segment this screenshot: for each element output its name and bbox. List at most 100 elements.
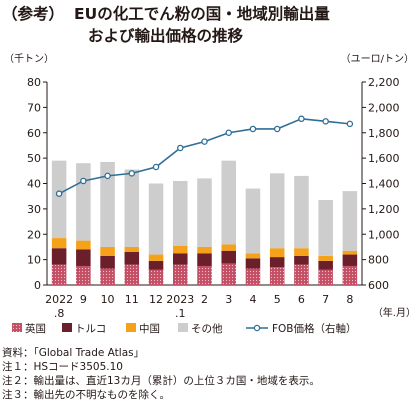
fob-price-point xyxy=(322,118,329,125)
fob-price-point xyxy=(249,125,257,133)
bar-segment-トルコ xyxy=(124,252,140,265)
bar-segment-その他 xyxy=(76,163,91,241)
bar-segment-その他 xyxy=(221,160,236,245)
bar-segment-トルコ xyxy=(148,260,164,270)
fob-price-point xyxy=(177,144,184,152)
bar-segment-中国 xyxy=(342,250,358,255)
x-tick-label: 4 xyxy=(249,293,256,306)
bar-segment-中国 xyxy=(76,240,91,250)
legend-swatch-その他 xyxy=(178,323,188,332)
x-tick-label: 2022 xyxy=(45,293,73,306)
fob-price-point xyxy=(346,120,354,128)
bar-segment-トルコ xyxy=(173,253,188,265)
bar-segment-トルコ xyxy=(245,258,261,269)
bar-segment-英国 xyxy=(76,265,91,285)
left-axis-unit: （千トン） xyxy=(4,53,54,65)
bar-segment-その他 xyxy=(294,175,309,249)
x-tick-label: 8 xyxy=(346,293,353,306)
bar-segment-中国 xyxy=(245,253,261,259)
bar-segment-英国 xyxy=(342,265,358,285)
bar-segment-その他 xyxy=(173,180,188,246)
bar-segment-その他 xyxy=(318,199,333,256)
bar-segment-トルコ xyxy=(100,255,115,269)
bar-segment-トルコ xyxy=(197,253,212,266)
fob-price-point xyxy=(152,163,160,171)
right-tick-label: 800 xyxy=(368,254,389,267)
right-tick-label: 2,000 xyxy=(368,101,400,114)
x-tick-label: 2 xyxy=(201,293,208,306)
bar-segment-英国 xyxy=(197,265,212,285)
legend-label: 英国 xyxy=(25,322,46,335)
fob-price-point xyxy=(201,138,208,145)
fob-price-point xyxy=(104,172,111,180)
bar-segment-その他 xyxy=(100,161,115,247)
title-line-1: EUの化工でん粉の国・地域別輸出量 xyxy=(74,5,330,23)
bar-segment-英国 xyxy=(221,263,236,285)
x-axis-unit: （年.月） xyxy=(373,306,416,319)
bar-segment-英国 xyxy=(124,264,140,285)
x-tick-label: 9 xyxy=(80,293,87,306)
x-tick-label: 11 xyxy=(125,293,139,306)
legend-label: 中国 xyxy=(139,322,160,335)
fob-price-point xyxy=(298,115,305,123)
bar-segment-中国 xyxy=(148,254,164,261)
bar-segment-英国 xyxy=(100,268,115,285)
legend-label: その他 xyxy=(191,322,223,335)
bar-segment-トルコ xyxy=(342,254,358,266)
x-tick-sublabel: .1 xyxy=(175,307,186,320)
bar-segment-中国 xyxy=(318,255,333,261)
bar-segment-その他 xyxy=(342,191,358,251)
bar-segment-その他 xyxy=(51,160,67,239)
fob-price-point xyxy=(80,177,87,185)
bar-segment-英国 xyxy=(318,269,333,285)
bar-segment-英国 xyxy=(148,269,164,285)
bar-segment-中国 xyxy=(173,245,188,254)
right-tick-label: 1,000 xyxy=(368,228,400,241)
title-line-2: および輸出価格の推移 xyxy=(88,27,244,45)
fob-price-point xyxy=(273,125,281,133)
bar-segment-中国 xyxy=(100,246,115,256)
left-tick-label: 50 xyxy=(27,152,41,165)
x-tick-label: 12 xyxy=(149,293,163,306)
title-prefix: （参考） xyxy=(2,5,65,23)
right-tick-label: 1,200 xyxy=(368,203,400,216)
legend-label: FOB価格（右軸） xyxy=(272,322,357,335)
x-tick-label: 5 xyxy=(274,293,281,306)
x-tick-label: 6 xyxy=(298,293,305,306)
x-tick-sublabel: .8 xyxy=(54,307,65,320)
right-tick-label: 1,800 xyxy=(368,127,400,140)
bar-segment-その他 xyxy=(197,178,212,247)
legend-swatch-トルコ xyxy=(62,323,72,332)
bar-segment-その他 xyxy=(269,173,285,249)
left-tick-label: 60 xyxy=(27,127,41,140)
legend-swatch-中国 xyxy=(126,323,136,332)
x-tick-label: 7 xyxy=(322,293,329,306)
bar-segment-中国 xyxy=(197,246,212,254)
left-tick-label: 40 xyxy=(27,178,41,191)
fob-price-point xyxy=(55,190,63,197)
bar-segment-中国 xyxy=(221,244,236,251)
x-tick-label: 10 xyxy=(101,293,115,306)
x-tick-label: 3 xyxy=(225,293,232,306)
left-tick-label: 70 xyxy=(27,101,41,114)
source-note: 資料：「Global Trade Atlas」 xyxy=(2,347,145,359)
bar-segment-トルコ xyxy=(294,255,309,265)
fob-price-point xyxy=(225,129,232,136)
x-tick-label: 2023 xyxy=(166,293,194,306)
left-tick-label: 20 xyxy=(27,228,41,241)
chart-title: （参考） EUの化工でん粉の国・地域別輸出量 および輸出価格の推移 xyxy=(2,2,418,46)
left-tick-label: 80 xyxy=(27,76,41,89)
bar-segment-中国 xyxy=(124,246,140,253)
bar-segment-トルコ xyxy=(76,249,91,266)
legend-label: トルコ xyxy=(75,323,106,335)
bar-segment-中国 xyxy=(294,248,309,256)
bar-segment-英国 xyxy=(269,267,285,285)
bar-segment-中国 xyxy=(269,248,285,258)
right-tick-label: 2,200 xyxy=(368,76,400,89)
bar-segment-英国 xyxy=(51,264,67,285)
note-2: 注２：輸出量は、直近13カ月（累計）の上位３カ国・地域を表示。 xyxy=(2,375,320,387)
bar-segment-英国 xyxy=(245,268,261,285)
bar-segment-トルコ xyxy=(269,257,285,268)
bar-segment-英国 xyxy=(294,264,309,285)
